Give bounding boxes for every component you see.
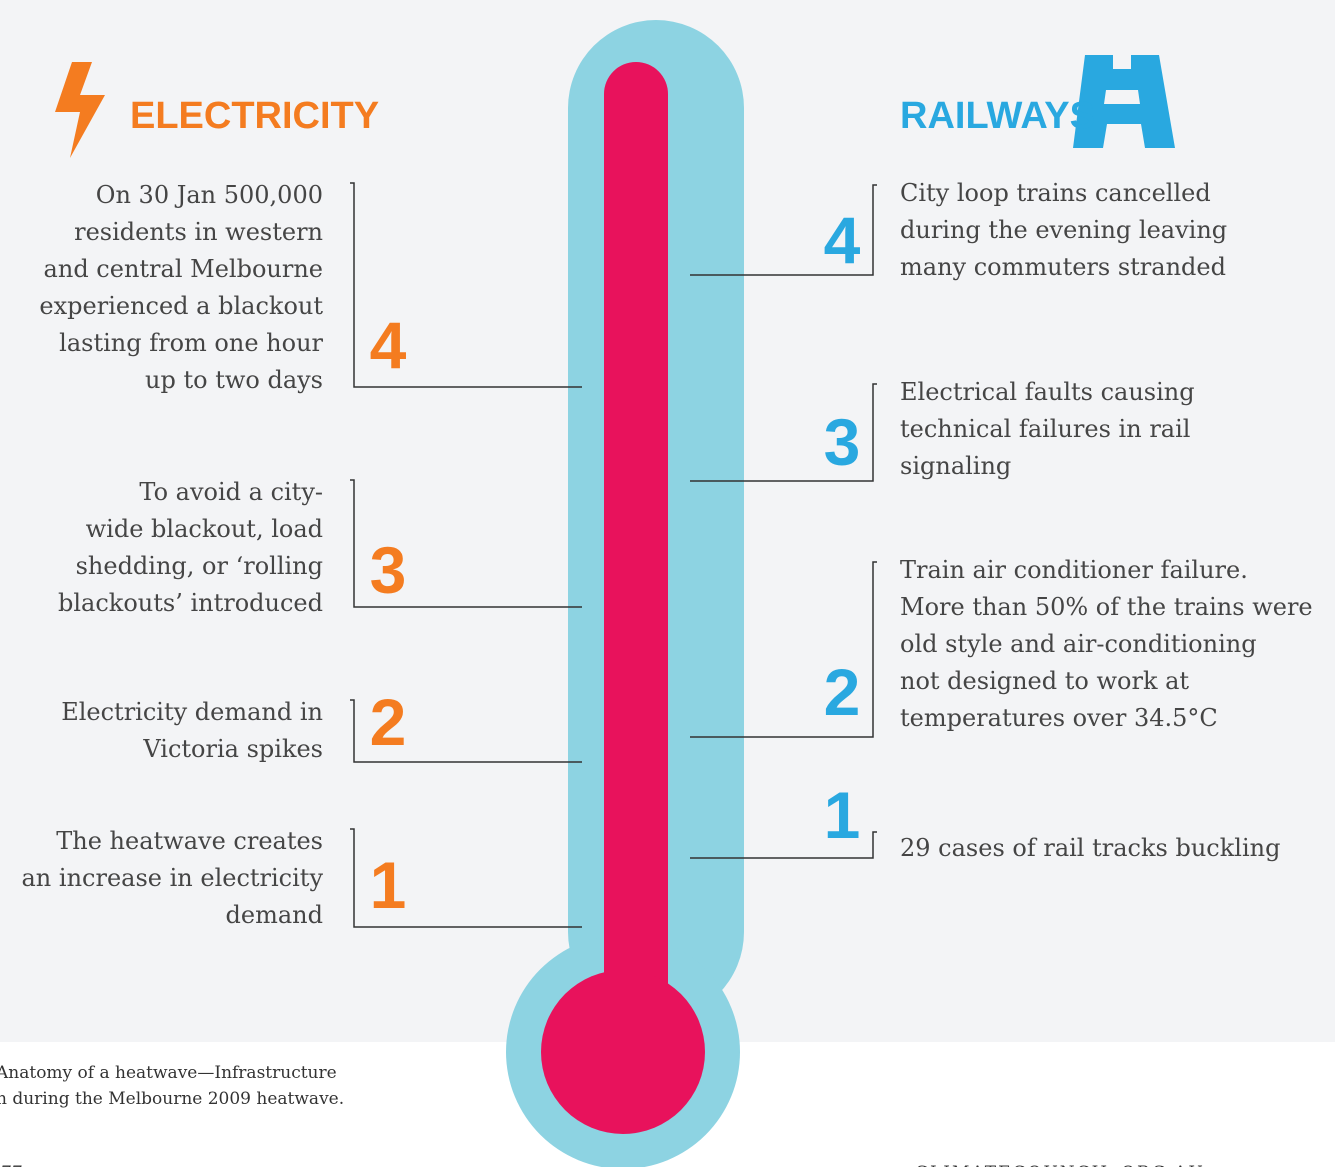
item-number: 3: [370, 533, 407, 607]
item-text: residents in western: [74, 218, 323, 246]
item-text: The heatwave creates: [56, 827, 323, 855]
item-text: Victoria spikes: [142, 735, 323, 763]
item-text: many commuters stranded: [900, 253, 1226, 281]
item-text: signaling: [900, 452, 1011, 480]
mercury-tube: [604, 62, 668, 1022]
section-title: ELECTRICITY: [130, 95, 379, 137]
lightning-icon: [55, 62, 105, 158]
item-text: technical failures in rail: [900, 415, 1190, 443]
item-text: To avoid a city-: [139, 478, 323, 506]
item-text: Electricity demand in: [61, 698, 323, 726]
item-number: 2: [824, 655, 861, 729]
item-text: On 30 Jan 500,000: [96, 181, 323, 209]
page-number: 77: [0, 1163, 22, 1167]
railway-icon: [1073, 55, 1175, 148]
item-text: not designed to work at: [900, 667, 1189, 695]
item-number: 1: [824, 778, 861, 852]
item-text: and central Melbourne: [44, 255, 323, 283]
item-text: Train air conditioner failure.: [900, 556, 1248, 584]
caption: n during the Melbourne 2009 heatwave.: [0, 1089, 344, 1109]
bracket: [690, 831, 877, 859]
item-text: experienced a blackout: [39, 292, 323, 320]
bracket: [690, 184, 877, 276]
item-number: 2: [370, 685, 407, 759]
section-title: RAILWAYS: [900, 95, 1095, 137]
bracket: [350, 182, 582, 388]
item-text: lasting from one hour: [59, 329, 323, 357]
item-text: during the evening leaving: [900, 216, 1227, 244]
bracket: [690, 383, 877, 482]
item-text: blackouts’ introduced: [58, 589, 323, 617]
item-text: wide blackout, load: [86, 515, 323, 543]
bracket: [350, 699, 582, 763]
item-text: More than 50% of the trains were: [900, 593, 1313, 621]
mercury-bulb: [541, 970, 705, 1134]
item-text: up to two days: [145, 366, 323, 394]
bracket: [690, 561, 877, 738]
website: CLIMATECOUNCIL.ORG.AU: [915, 1163, 1205, 1167]
item-text: temperatures over 34.5°C: [900, 704, 1218, 732]
bracket: [350, 828, 582, 928]
item-number: 1: [370, 848, 407, 922]
item-number: 4: [824, 203, 861, 277]
item-text: demand: [226, 901, 323, 929]
item-number: 3: [824, 405, 861, 479]
item-number: 4: [370, 308, 407, 382]
caption: Anatomy of a heatwave—Infrastructure: [0, 1063, 337, 1083]
item-text: 29 cases of rail tracks buckling: [900, 834, 1280, 862]
bracket: [350, 479, 582, 608]
item-text: shedding, or ‘rolling: [76, 552, 323, 580]
item-text: City loop trains cancelled: [900, 179, 1211, 207]
item-text: old style and air-conditioning: [900, 630, 1257, 658]
item-text: an increase in electricity: [22, 864, 324, 892]
item-text: Electrical faults causing: [900, 378, 1195, 406]
